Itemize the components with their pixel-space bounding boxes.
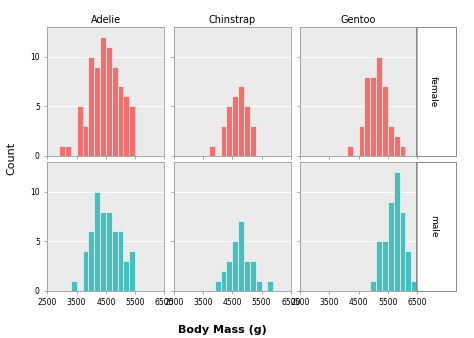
Bar <box>244 106 250 155</box>
Bar <box>123 261 129 291</box>
Bar <box>123 96 129 155</box>
Bar <box>220 271 227 291</box>
Bar <box>65 146 71 155</box>
Bar <box>238 87 244 155</box>
Text: female: female <box>429 76 438 107</box>
Bar <box>100 212 106 291</box>
Bar <box>112 231 118 291</box>
Bar <box>220 126 227 155</box>
Title: Gentoo: Gentoo <box>341 15 376 25</box>
Bar <box>88 57 94 155</box>
Text: Body Mass (g): Body Mass (g) <box>178 324 267 335</box>
Bar <box>405 251 411 291</box>
Bar <box>347 146 353 155</box>
Bar <box>238 221 244 291</box>
Bar <box>106 212 112 291</box>
Bar <box>394 172 400 291</box>
Bar <box>370 281 376 291</box>
Bar <box>118 231 123 291</box>
Bar <box>59 146 65 155</box>
Bar <box>382 241 388 291</box>
Bar <box>94 67 100 155</box>
Bar <box>227 261 232 291</box>
Bar <box>376 57 382 155</box>
Bar <box>112 67 118 155</box>
Bar <box>82 251 88 291</box>
Bar <box>129 106 135 155</box>
Bar <box>215 281 220 291</box>
Bar <box>227 106 232 155</box>
Bar <box>365 76 370 155</box>
Bar <box>118 87 123 155</box>
Bar <box>244 261 250 291</box>
Bar <box>359 126 365 155</box>
Bar <box>100 37 106 155</box>
Bar <box>129 251 135 291</box>
Bar <box>370 76 376 155</box>
Title: Chinstrap: Chinstrap <box>209 15 256 25</box>
Title: Adelie: Adelie <box>91 15 121 25</box>
Bar <box>394 136 400 155</box>
Bar <box>77 106 82 155</box>
Bar <box>388 202 394 291</box>
Bar <box>400 146 405 155</box>
Text: male: male <box>429 215 438 238</box>
Bar <box>255 281 262 291</box>
Bar <box>209 146 215 155</box>
Bar <box>82 126 88 155</box>
Bar <box>411 281 417 291</box>
Bar <box>232 241 238 291</box>
Bar <box>382 87 388 155</box>
Text: Count: Count <box>7 142 17 175</box>
Bar <box>106 47 112 155</box>
Bar <box>250 126 255 155</box>
Bar <box>94 192 100 291</box>
Bar <box>88 231 94 291</box>
Bar <box>400 212 405 291</box>
Bar <box>250 261 255 291</box>
Bar <box>267 281 273 291</box>
Bar <box>376 241 382 291</box>
Bar <box>232 96 238 155</box>
Bar <box>388 126 394 155</box>
Bar <box>71 281 77 291</box>
